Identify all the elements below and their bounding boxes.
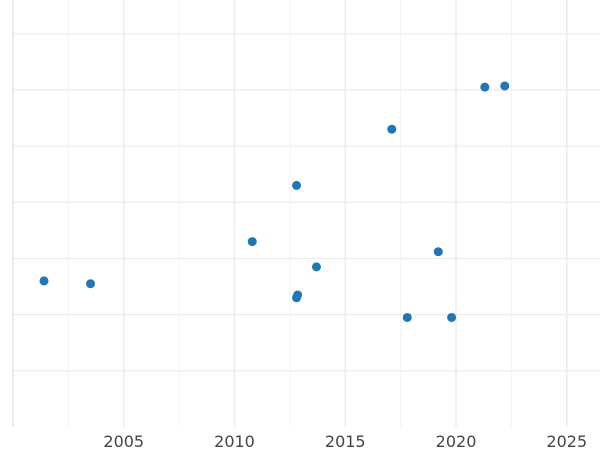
data-point [86, 279, 96, 289]
data-point [402, 312, 412, 322]
x-tick-label: 2005 [103, 432, 144, 450]
data-point [387, 124, 397, 134]
data-point [500, 81, 510, 91]
x-tick-label: 2010 [214, 432, 255, 450]
data-point [311, 262, 321, 272]
x-tick-labels: 2005 2010 2015 2020 2025 [103, 432, 587, 450]
data-point [433, 247, 443, 257]
gridlines [13, 0, 600, 427]
data-point [480, 82, 490, 92]
data-point [39, 276, 49, 286]
data-points [39, 81, 510, 322]
x-tick-label: 2025 [546, 432, 587, 450]
data-point [292, 180, 302, 190]
x-tick-label: 2015 [325, 432, 366, 450]
data-point [293, 290, 303, 300]
data-point [247, 237, 257, 247]
x-tick-label: 2020 [436, 432, 477, 450]
data-point [447, 312, 457, 322]
